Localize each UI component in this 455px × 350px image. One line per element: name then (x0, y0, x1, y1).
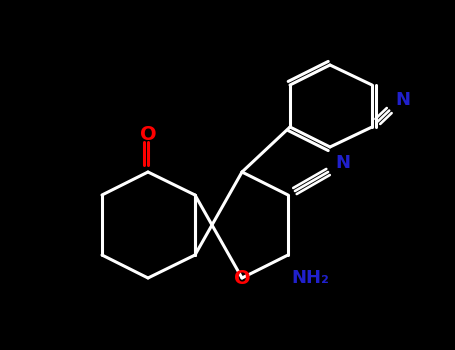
Text: O: O (140, 126, 157, 145)
Text: NH₂: NH₂ (291, 269, 329, 287)
Text: N: N (395, 91, 410, 109)
Text: N: N (335, 154, 350, 172)
Text: O: O (234, 268, 250, 287)
